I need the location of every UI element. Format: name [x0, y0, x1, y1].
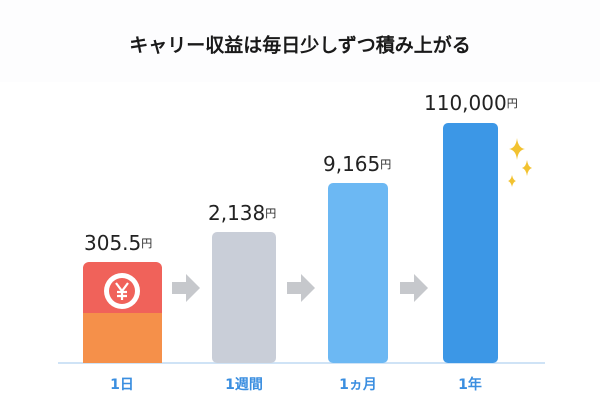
- sparkle: [522, 160, 532, 176]
- title-band: [0, 0, 600, 82]
- wallet-bottom: [83, 313, 162, 363]
- period-label: 1週間: [225, 377, 263, 393]
- sparkle: [508, 175, 516, 187]
- value-unit: 円: [380, 158, 391, 171]
- title: キャリー収益は毎日少しずつ積み上がる: [129, 34, 471, 57]
- bar-week: [212, 232, 276, 363]
- period-label: 1年: [458, 376, 482, 393]
- value-label: 110,000円: [424, 91, 518, 115]
- value-unit: 円: [141, 237, 152, 250]
- value-label: 2,138円: [208, 201, 276, 225]
- wallet-top-fill: [83, 306, 162, 314]
- value-label: 9,165円: [323, 152, 391, 176]
- arrow: [172, 274, 200, 302]
- value-unit: 円: [265, 207, 276, 220]
- bar-month: [328, 183, 388, 363]
- value-number: 305.5: [84, 231, 141, 255]
- arrow: [287, 274, 315, 302]
- period-label: 1日: [110, 377, 134, 393]
- value-number: 2,138: [208, 201, 265, 225]
- sparkle: [509, 138, 525, 160]
- yen-symbol: [115, 282, 129, 300]
- value-unit: 円: [507, 97, 518, 110]
- value-label: 305.5円: [84, 231, 152, 255]
- value-number: 110,000: [424, 91, 507, 115]
- value-number: 9,165: [323, 152, 380, 176]
- arrow: [400, 274, 428, 302]
- bar-year: [443, 123, 498, 363]
- period-label: 1ヵ月: [339, 377, 377, 393]
